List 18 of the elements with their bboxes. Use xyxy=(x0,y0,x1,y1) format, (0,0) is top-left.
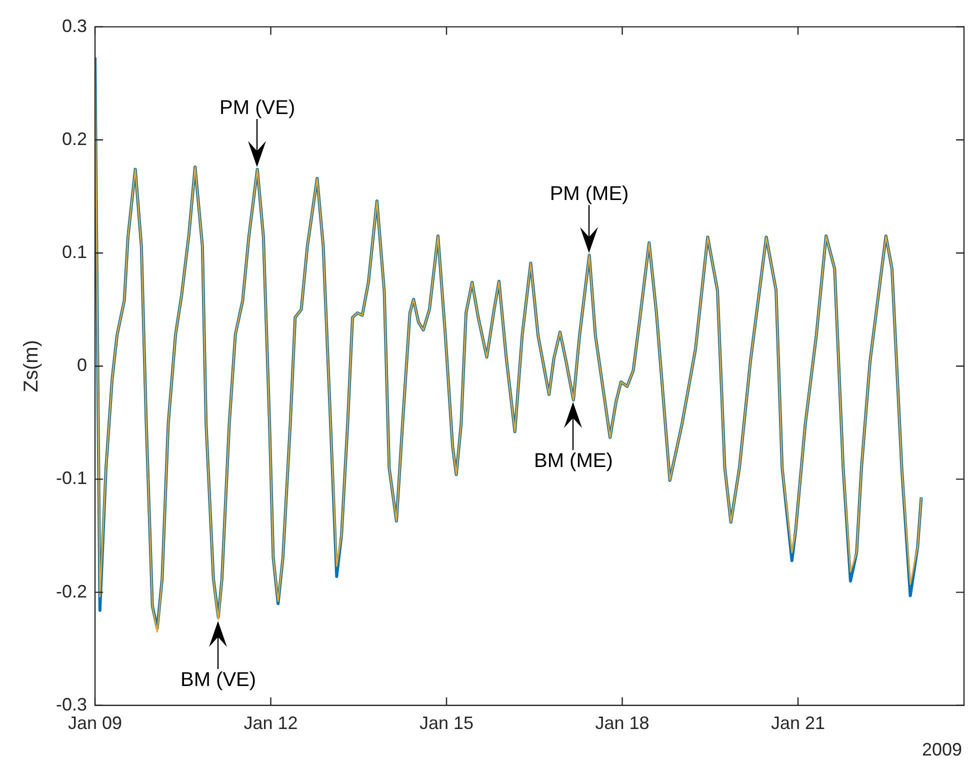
y-tick-label: 0.1 xyxy=(62,242,88,262)
x-tick-label: Jan 12 xyxy=(244,713,298,734)
annotation: BM (VE) xyxy=(180,669,258,692)
text: 2009 xyxy=(922,739,962,760)
annotation: PM (VE) xyxy=(218,97,296,120)
y-tick-label: -0.2 xyxy=(56,581,88,602)
y-tick-label: -0.1 xyxy=(56,468,88,488)
y-tick-label: 0 xyxy=(77,355,88,376)
x-tick-label: Jan 21 xyxy=(770,713,826,734)
x-tick-label: Jan 09 xyxy=(68,713,122,734)
y-tick-label: 0.2 xyxy=(62,128,88,149)
y-axis-title: Zs(m) xyxy=(20,340,43,392)
y-tick-label: -0.3 xyxy=(56,694,88,714)
x-tick-label: Jan 18 xyxy=(595,713,650,734)
x-tick-label: Jan 15 xyxy=(419,713,474,734)
annotation: PM (ME) xyxy=(548,183,630,206)
y-tick-label: 0.3 xyxy=(62,16,88,36)
annotation: BM (ME) xyxy=(532,450,614,472)
